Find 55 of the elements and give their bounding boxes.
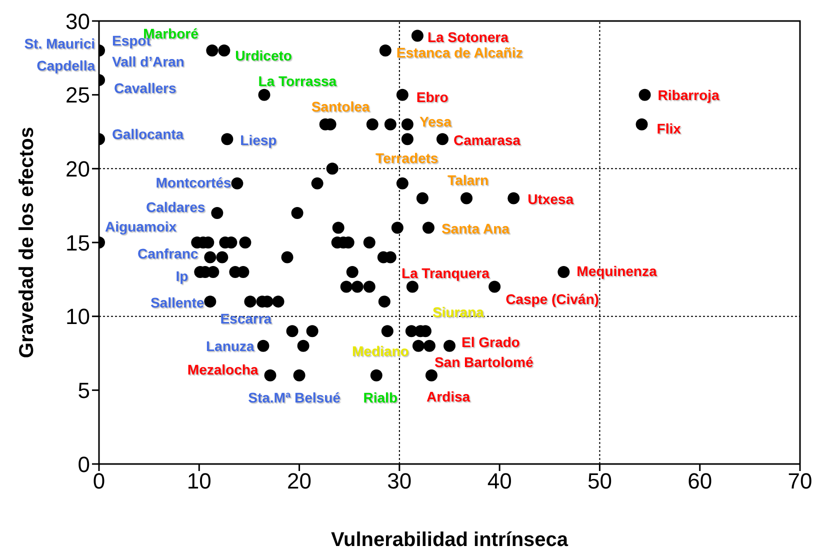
annotation: Cavallers [114, 80, 176, 96]
x-tick-label: 20 [287, 468, 312, 494]
annotation: Gallocanta [112, 126, 184, 142]
annotation: Flix [656, 120, 682, 136]
annotation: Terradets [375, 150, 438, 166]
x-tick-label: 10 [186, 468, 212, 494]
annotation: Caldares [146, 198, 206, 215]
y-tick-label: 5 [78, 378, 90, 403]
annotation: La Tranquera [401, 264, 490, 281]
annotation: Santa Ana [441, 220, 510, 237]
y-axis-title: Gravedad de los efectos [16, 126, 38, 358]
annotation: Aiguamoix [105, 218, 177, 234]
annotation: Canfranc [137, 245, 198, 262]
annotation: Escarra [220, 310, 272, 327]
annotation: Vall d’Aran [112, 54, 184, 70]
y-tick-label: 30 [66, 8, 90, 34]
x-tick-label: 50 [587, 468, 612, 494]
annotation: Siurana [432, 304, 484, 320]
x-tick-label: 70 [788, 468, 812, 494]
annotation: Rialb [363, 389, 398, 406]
annotation: Yesa [419, 113, 452, 130]
y-tick-label: 25 [66, 82, 90, 108]
y-tick-label: 15 [66, 230, 90, 256]
x-axis-title: Vulnerabilidad intrínseca [330, 529, 569, 551]
x-tick-label: 60 [688, 468, 712, 494]
annotation: Urdiceto [235, 48, 292, 64]
annotation: La Torrassa [258, 72, 337, 89]
annotation: Ribarroja [658, 86, 720, 103]
annotation: Talarn [448, 172, 489, 188]
annotation: Mequinenza [576, 263, 657, 280]
annotation: Sta.Mª Belsué [248, 389, 341, 406]
annotation: Utxesa [528, 191, 574, 208]
annotation: Mezalocha [187, 361, 258, 378]
annotation: Liesp [240, 132, 277, 148]
annotation: Estanca de Alcañiz [396, 44, 523, 61]
y-tick-label: 10 [66, 304, 90, 330]
y-tick-label: 20 [66, 156, 90, 182]
annotation: La Sotonera [427, 28, 509, 45]
annotation: Montcortés [156, 174, 232, 190]
annotation: Camarasa [453, 132, 521, 148]
x-tick-label: 40 [487, 468, 512, 494]
annotation: San Bartolomé [434, 354, 534, 370]
annotation: Sallente [150, 294, 204, 311]
annotation: Santolea [311, 98, 370, 114]
annotation: St. Maurici [24, 36, 95, 52]
annotation: Ebro [416, 88, 448, 105]
annotation: Capdella [36, 58, 96, 74]
x-tick-label: 30 [387, 468, 412, 494]
annotation: El Grado [462, 334, 520, 350]
annotation: Ardisa [426, 388, 470, 404]
annotation: Caspe (Civán) [506, 290, 599, 307]
annotation: Lanuza [206, 338, 254, 354]
y-tick-label: 0 [78, 452, 90, 477]
annotation: Ip [176, 268, 188, 284]
annotation: Mediano [352, 343, 409, 360]
